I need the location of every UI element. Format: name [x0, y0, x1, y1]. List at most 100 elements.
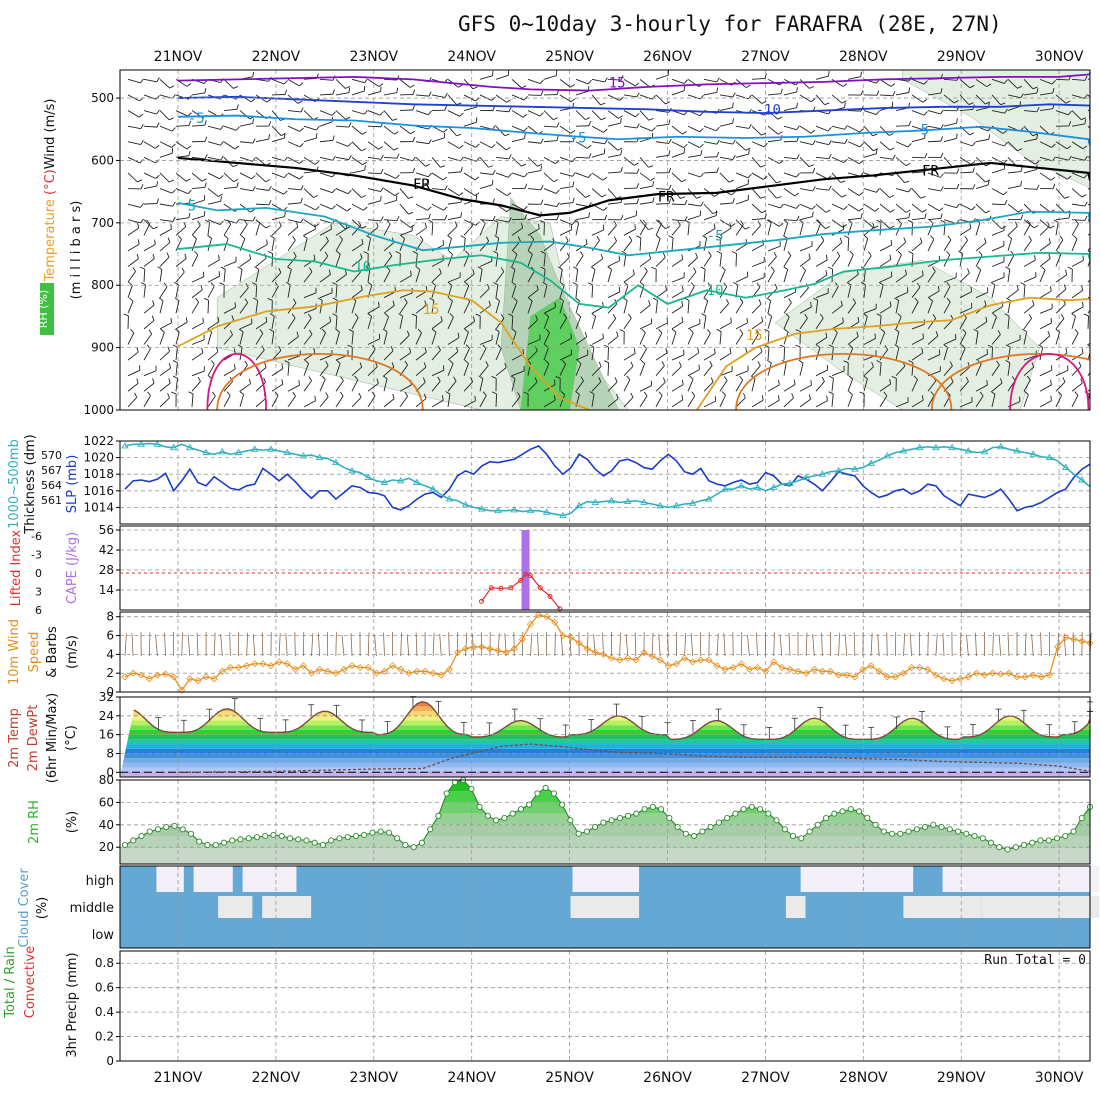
wind10-marker: [989, 669, 997, 677]
wind-barb: [383, 378, 388, 392]
wind-barb-flag: [729, 223, 732, 229]
wind-barb: [975, 363, 982, 376]
wind-barb-flag: [491, 375, 497, 379]
wind-barb-flag: [648, 253, 652, 260]
wind-barb-flag: [621, 250, 627, 255]
wind-barb-flag: [575, 391, 580, 395]
wind-barb-flag: [668, 167, 672, 173]
wind-barb: [591, 316, 597, 330]
wind-barb-flag: [721, 391, 726, 396]
wind-barb: [959, 291, 972, 299]
wind-barb: [959, 94, 970, 105]
wind-barb: [815, 300, 819, 314]
wind-barb-flag: [566, 252, 570, 258]
wind-barb: [703, 156, 718, 158]
wind-barb-flag: [730, 317, 732, 323]
wind-barb: [303, 380, 312, 392]
wind-barb-flag: [553, 179, 559, 183]
wind-barb: [511, 370, 525, 377]
wind10-barb: [690, 633, 694, 657]
wind-barb: [255, 156, 267, 166]
wind-barb: [335, 110, 346, 120]
wind-barb-flag: [725, 298, 730, 304]
wind-barb: [543, 306, 556, 314]
wind-barb-flag: [314, 223, 320, 228]
wind10-marker: [202, 673, 210, 681]
wind-barb-flag: [447, 281, 453, 286]
wind-barb: [783, 397, 794, 408]
wind-barb-flag: [863, 235, 869, 239]
thickness-marker: [283, 448, 291, 456]
wind-barb: [495, 110, 509, 113]
rh2m-marker: [872, 821, 879, 828]
cape-bar: [521, 530, 530, 610]
rh2m-marker: [295, 836, 302, 843]
wind-barb-flag: [716, 167, 719, 173]
thickness-marker: [445, 495, 454, 502]
wind-barb: [895, 291, 908, 299]
wind-barb: [527, 110, 540, 117]
wind-barb-flag: [732, 118, 734, 124]
wind-barb: [175, 378, 178, 392]
wind-barb: [383, 398, 395, 408]
cape-tick-label: 28: [99, 563, 114, 577]
wind-barb-flag: [825, 332, 828, 338]
top-date-label: 22NOV: [252, 49, 301, 65]
rh2m-marker: [526, 801, 533, 808]
wind-barb: [719, 380, 728, 392]
wind-barb-flag: [1084, 155, 1088, 161]
wind-barb-flag: [248, 378, 251, 384]
wind-barb-flag: [181, 267, 185, 273]
wind-barb-flag: [265, 316, 268, 322]
wind-barb: [623, 240, 633, 252]
wind-barb: [143, 202, 158, 205]
wind-barb: [351, 366, 363, 377]
wind-barb: [991, 334, 1001, 345]
wind10-marker: [770, 658, 778, 666]
wind-barb-flag: [321, 375, 326, 380]
wind-barb: [319, 121, 333, 127]
wind-barb: [1039, 384, 1052, 392]
rh2m-marker: [641, 806, 648, 813]
wind-barb-flag: [894, 328, 900, 333]
wind-barb: [271, 383, 284, 392]
wind-barb: [319, 396, 329, 408]
wind-barb: [239, 219, 253, 222]
wind-barb: [655, 257, 666, 267]
wind-barb-flag: [572, 282, 578, 286]
wind-barb-flag: [391, 362, 395, 368]
wind-barb: [479, 141, 492, 149]
wind-barb: [799, 398, 811, 408]
cape-tick-label: 42: [99, 543, 114, 557]
rh2m-line: [124, 779, 1091, 851]
wind-barb-flag: [747, 173, 752, 179]
wind-barb: [751, 125, 762, 136]
wind-barb: [1039, 78, 1053, 85]
wind-barb-flag: [440, 165, 446, 168]
wind-barb-flag: [716, 87, 719, 93]
wind-barb-flag: [332, 282, 338, 286]
wind10-barb: [400, 632, 402, 657]
wind-barb: [447, 216, 461, 221]
cloud-row-label: high: [86, 874, 114, 889]
wind-barb-flag: [967, 268, 970, 274]
wind-barb-flag: [815, 344, 821, 349]
wind-barb-flag: [511, 281, 517, 286]
wind-barb-flag: [777, 395, 780, 401]
wind-barb-flag: [464, 328, 469, 333]
wind-barb: [543, 253, 546, 267]
wind10-barb: [651, 632, 654, 657]
wind-barb-flag: [268, 121, 272, 127]
wind10-marker: [429, 669, 437, 677]
rh2m-marker: [831, 810, 838, 817]
wind-barb: [575, 141, 588, 149]
wind-barb: [639, 322, 652, 330]
wind-barb-flag: [780, 203, 784, 209]
wind-barb-flag: [794, 192, 800, 197]
wind-barb-flag: [534, 346, 538, 352]
wind-barb: [431, 222, 434, 236]
wind10-marker: [1062, 633, 1070, 641]
temp2m-tick-label: 8: [106, 746, 114, 760]
rh2m-marker: [839, 808, 846, 815]
wind10-barb: [537, 633, 539, 657]
